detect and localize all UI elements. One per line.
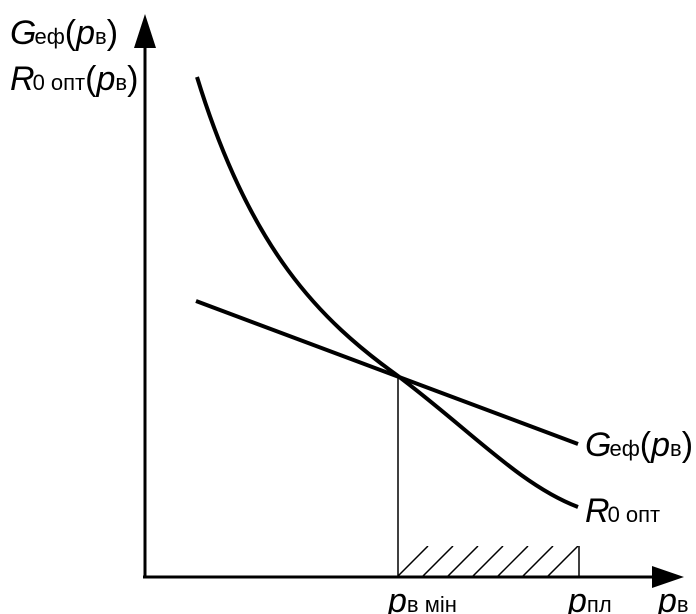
g-ef-line <box>195 299 579 446</box>
r-opt-label-main: R <box>585 492 610 530</box>
y-label2-var-sub: в <box>115 70 127 95</box>
y-label1-sub: еф <box>34 24 64 49</box>
g-ef-curve-label: Gеф(pв) <box>585 426 693 464</box>
x-tick-p-min: pв мін <box>387 582 457 614</box>
y-label1-paren-open: ( <box>65 14 77 52</box>
y-label2-main: R <box>10 60 35 98</box>
r-opt-label-sub: 0 опт <box>608 502 661 527</box>
x-tick-p-pl-var: p <box>567 582 587 614</box>
x-axis-label: pв <box>657 582 689 614</box>
r-opt-curve <box>195 76 579 509</box>
x-axis-arrow <box>652 566 684 588</box>
y-label1-var-sub: в <box>95 24 107 49</box>
y-axis-label-line2: R0 опт(pв) <box>10 60 138 98</box>
g-ef-label-var: p <box>650 426 670 464</box>
y-label2-sub: 0 опт <box>33 70 86 95</box>
g-ef-label-sub: еф <box>609 436 639 461</box>
g-ef-label-main: G <box>585 426 611 464</box>
y-label2-paren-close: ) <box>127 60 138 98</box>
g-ef-label-paren-open: ( <box>640 426 652 464</box>
y-label1-var: p <box>75 14 95 52</box>
g-ef-label-paren-close: ) <box>682 426 693 464</box>
y-label1-main: G <box>10 14 36 52</box>
x-tick-p-pl: pпл <box>567 582 612 614</box>
x-tick-p-pl-sub: пл <box>587 592 612 614</box>
y-label2-paren-open: ( <box>85 60 97 98</box>
x-axis-label-var: p <box>657 582 677 614</box>
x-tick-p-min-var: p <box>387 582 407 614</box>
y-axis-arrow <box>134 14 156 48</box>
g-ef-label-var-sub: в <box>670 436 682 461</box>
y-label1-paren-close: ) <box>107 14 118 52</box>
x-axis-label-sub: в <box>677 592 689 614</box>
y-axis-label-line1: Gеф(pв) <box>10 14 118 52</box>
x-tick-p-min-sub: в мін <box>407 592 457 614</box>
r-opt-curve-label: R0 опт <box>585 492 660 530</box>
hatched-region <box>398 546 579 576</box>
y-label2-var: p <box>95 60 115 98</box>
